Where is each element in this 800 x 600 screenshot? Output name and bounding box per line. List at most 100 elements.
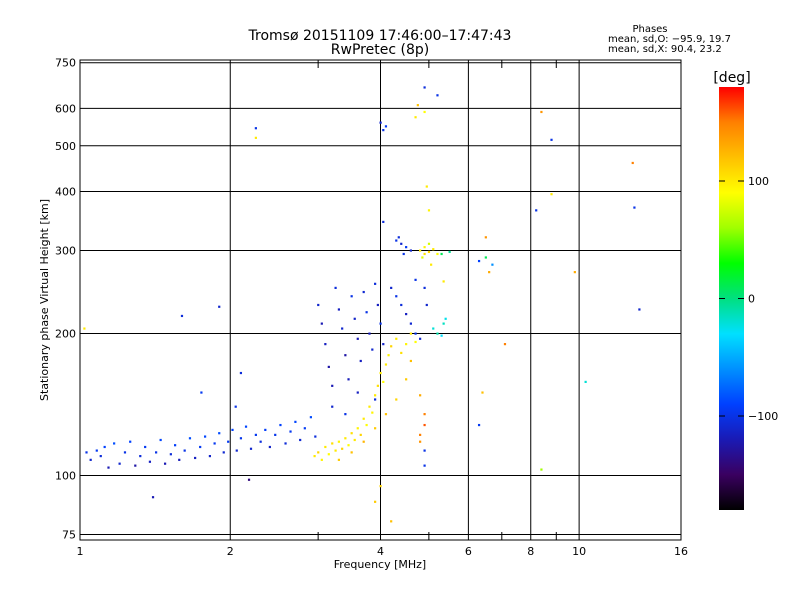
- y-tick-label: 100: [55, 470, 76, 483]
- data-point: [481, 391, 484, 394]
- data-point: [425, 303, 428, 307]
- data-point: [374, 398, 377, 401]
- data-point: [331, 384, 334, 387]
- data-point: [427, 250, 431, 254]
- data-point: [151, 496, 155, 499]
- data-point: [218, 305, 221, 308]
- data-point: [254, 433, 257, 436]
- data-point: [442, 322, 445, 325]
- data-point: [320, 458, 323, 461]
- data-point: [427, 242, 431, 245]
- data-point: [359, 433, 362, 436]
- data-point: [423, 252, 426, 256]
- x-tick-label: 10: [572, 545, 586, 558]
- data-point: [423, 110, 426, 114]
- data-point: [200, 391, 203, 394]
- data-point: [384, 363, 388, 366]
- data-point: [134, 464, 137, 467]
- phase-box-line-x: mean, sd,X: 90.4, 23.2: [608, 44, 722, 55]
- data-point: [314, 435, 317, 438]
- data-point: [374, 500, 377, 503]
- data-point: [400, 242, 403, 245]
- data-point: [231, 428, 234, 432]
- data-point: [155, 451, 158, 454]
- data-point: [294, 420, 297, 423]
- data-point: [85, 451, 88, 454]
- data-point: [395, 337, 398, 340]
- data-point: [235, 449, 238, 452]
- data-point: [347, 444, 350, 447]
- data-point: [254, 127, 257, 130]
- data-point: [341, 327, 344, 330]
- data-point: [405, 312, 408, 316]
- data-point: [414, 332, 417, 335]
- data-point: [390, 345, 393, 348]
- data-point: [477, 259, 481, 263]
- colorbar-tick-label: 0: [748, 293, 755, 306]
- phase-box-line-o: mean, sd,O: −95.9, 19.7: [608, 34, 731, 45]
- data-point: [423, 286, 426, 289]
- data-point: [203, 435, 207, 438]
- data-point: [425, 185, 428, 188]
- data-point: [430, 263, 433, 266]
- data-point: [89, 458, 92, 461]
- y-tick-label: 500: [55, 140, 76, 153]
- data-point: [334, 449, 337, 452]
- data-point: [400, 351, 403, 355]
- x-minor-ticks: [317, 60, 557, 540]
- data-point: [362, 290, 365, 294]
- data-point: [244, 425, 248, 428]
- data-point: [350, 451, 353, 454]
- colorbar-tick-label: 100: [748, 175, 769, 188]
- data-point: [309, 416, 312, 419]
- data-point: [144, 445, 147, 449]
- data-point: [382, 129, 385, 132]
- data-point: [484, 256, 487, 259]
- data-point: [384, 413, 388, 416]
- data-point: [573, 271, 576, 274]
- data-point: [247, 478, 251, 481]
- data-point: [405, 378, 408, 381]
- data-point: [284, 442, 287, 445]
- data-point: [390, 286, 393, 289]
- data-point: [180, 314, 184, 318]
- data-point: [416, 104, 419, 107]
- data-point: [327, 365, 330, 369]
- data-point: [421, 256, 424, 259]
- grid: [79, 60, 682, 540]
- phase-box-title: Phases: [632, 24, 667, 35]
- x-tick-label: 16: [674, 545, 688, 558]
- data-point: [324, 343, 327, 346]
- data-point: [353, 438, 356, 442]
- data-point: [113, 442, 116, 445]
- data-point: [368, 332, 371, 335]
- data-point: [227, 440, 230, 443]
- y-tick-label: 750: [55, 57, 76, 70]
- data-point: [268, 445, 271, 449]
- y-tick-label: 200: [55, 328, 76, 341]
- data-point: [327, 453, 330, 456]
- data-point: [264, 428, 267, 432]
- data-point: [550, 193, 553, 196]
- data-point: [442, 280, 445, 283]
- chart-subtitle: RwPretec (8p): [331, 42, 429, 58]
- data-point: [239, 371, 243, 375]
- y-axis-label: Stationary phase Virtual Height [km]: [38, 199, 51, 401]
- data-point: [356, 427, 359, 430]
- data-point: [317, 451, 320, 454]
- data-point: [353, 317, 356, 320]
- data-points: [83, 86, 641, 523]
- data-point: [371, 348, 374, 351]
- data-point: [584, 380, 587, 384]
- data-point: [414, 340, 417, 344]
- data-point: [350, 295, 353, 298]
- data-point: [159, 438, 162, 442]
- y-tick-label: 300: [55, 244, 76, 257]
- data-point: [488, 271, 491, 274]
- data-point: [103, 445, 106, 449]
- data-point: [423, 423, 426, 427]
- data-point: [419, 440, 422, 443]
- x-axis-label: Frequency [MHz]: [334, 558, 426, 571]
- data-point: [194, 456, 197, 460]
